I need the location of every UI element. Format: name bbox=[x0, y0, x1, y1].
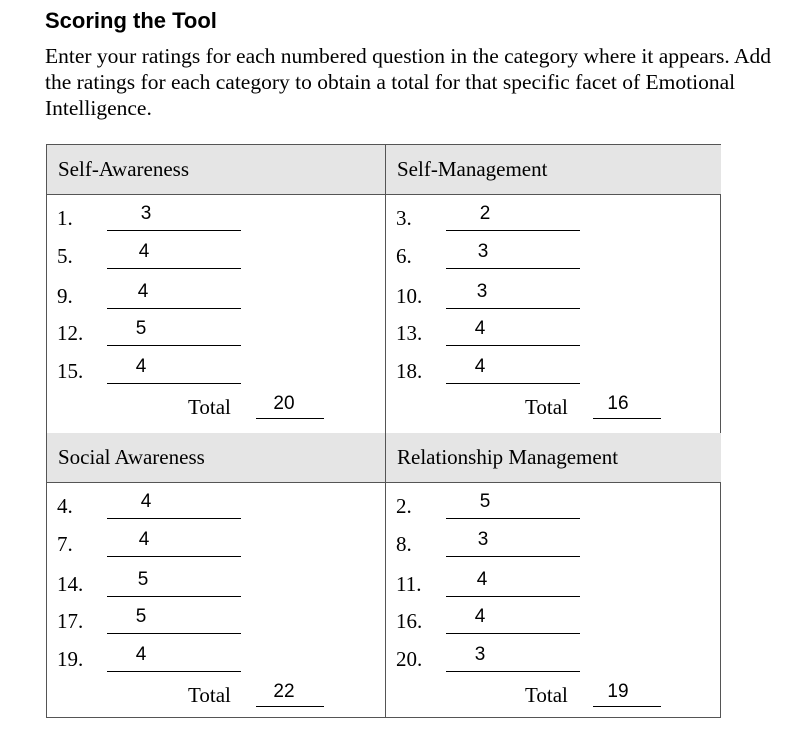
rating-blank[interactable] bbox=[107, 345, 241, 346]
rating-blank[interactable] bbox=[446, 633, 580, 634]
rating-blank[interactable] bbox=[446, 345, 580, 346]
category-panel-social-awareness: Social Awareness 4. 4 7. 4 14. 5 17. 5 19. 4 Total 2… bbox=[47, 433, 385, 721]
total-label: Total bbox=[188, 395, 231, 419]
total-blank[interactable] bbox=[593, 418, 661, 419]
page-heading: Scoring the Tool bbox=[45, 8, 217, 33]
rating-value: 4 bbox=[135, 356, 147, 377]
rating-value: 3 bbox=[140, 203, 152, 224]
total-blank[interactable] bbox=[256, 706, 324, 707]
category-panel-self-management: Self-Management 3. 2 6. 3 10. 3 13. 4 18. 4 Total 16 bbox=[386, 145, 721, 433]
category-header: Social Awareness bbox=[47, 433, 385, 482]
rating-blank[interactable] bbox=[446, 268, 580, 269]
question-number: 9. bbox=[57, 284, 73, 308]
rating-blank[interactable] bbox=[107, 633, 241, 634]
rating-value: 4 bbox=[138, 529, 150, 550]
question-number: 11. bbox=[396, 572, 422, 596]
total-value: 20 bbox=[273, 393, 295, 414]
rating-value: 4 bbox=[140, 491, 152, 512]
scoring-grid: Self-Awareness 1. 3 5. 4 9. 4 12. 5 15. 4 Total 20 Se… bbox=[46, 144, 721, 718]
question-number: 16. bbox=[396, 609, 423, 633]
rating-value: 3 bbox=[476, 281, 488, 302]
column-divider bbox=[385, 145, 386, 717]
question-number: 3. bbox=[396, 206, 412, 230]
rating-value: 4 bbox=[476, 569, 488, 590]
question-number: 10. bbox=[396, 284, 423, 308]
rating-value: 3 bbox=[474, 644, 486, 665]
question-number: 1. bbox=[57, 206, 73, 230]
question-number: 12. bbox=[57, 321, 84, 345]
question-number: 4. bbox=[57, 494, 73, 518]
question-number: 6. bbox=[396, 244, 412, 268]
total-blank[interactable] bbox=[593, 706, 661, 707]
rating-value: 4 bbox=[135, 644, 147, 665]
rating-value: 4 bbox=[137, 281, 149, 302]
category-panel-relationship-management: Relationship Management 2. 5 8. 3 11. 4 16. 4 20.… bbox=[386, 433, 721, 721]
rating-value: 3 bbox=[477, 529, 489, 550]
rating-value: 4 bbox=[474, 356, 486, 377]
category-panel-self-awareness: Self-Awareness 1. 3 5. 4 9. 4 12. 5 15. 4 Total 20 bbox=[47, 145, 385, 433]
rating-blank[interactable] bbox=[107, 308, 241, 309]
rating-value: 5 bbox=[479, 491, 491, 512]
total-label: Total bbox=[525, 395, 568, 419]
question-number: 8. bbox=[396, 532, 412, 556]
rating-value: 4 bbox=[474, 318, 486, 339]
category-header: Self-Awareness bbox=[47, 145, 385, 194]
rating-value: 5 bbox=[135, 318, 147, 339]
question-number: 5. bbox=[57, 244, 73, 268]
rating-value: 4 bbox=[474, 606, 486, 627]
question-number: 13. bbox=[396, 321, 423, 345]
question-number: 7. bbox=[57, 532, 73, 556]
rating-blank[interactable] bbox=[446, 671, 580, 672]
total-value: 16 bbox=[607, 393, 629, 414]
rating-value: 5 bbox=[137, 569, 149, 590]
rating-blank[interactable] bbox=[107, 383, 241, 384]
rating-blank[interactable] bbox=[446, 230, 580, 231]
question-number: 20. bbox=[396, 647, 423, 671]
rating-blank[interactable] bbox=[446, 596, 580, 597]
rating-blank[interactable] bbox=[107, 518, 241, 519]
rating-value: 3 bbox=[477, 241, 489, 262]
rating-blank[interactable] bbox=[446, 383, 580, 384]
question-number: 15. bbox=[57, 359, 84, 383]
instructions-text: Enter your ratings for each numbered que… bbox=[45, 44, 771, 120]
total-value: 22 bbox=[273, 681, 295, 702]
rating-blank[interactable] bbox=[446, 308, 580, 309]
question-number: 14. bbox=[57, 572, 84, 596]
row-divider bbox=[47, 482, 720, 483]
total-label: Total bbox=[188, 683, 231, 707]
row-divider bbox=[47, 194, 720, 195]
total-blank[interactable] bbox=[256, 418, 324, 419]
rating-blank[interactable] bbox=[107, 556, 241, 557]
rating-blank[interactable] bbox=[446, 556, 580, 557]
rating-blank[interactable] bbox=[107, 671, 241, 672]
rating-blank[interactable] bbox=[107, 268, 241, 269]
total-label: Total bbox=[525, 683, 568, 707]
rating-value: 5 bbox=[135, 606, 147, 627]
rating-blank[interactable] bbox=[107, 230, 241, 231]
category-header: Self-Management bbox=[386, 145, 721, 194]
question-number: 17. bbox=[57, 609, 84, 633]
rating-value: 2 bbox=[479, 203, 491, 224]
rating-value: 4 bbox=[138, 241, 150, 262]
total-value: 19 bbox=[607, 681, 629, 702]
rating-blank[interactable] bbox=[446, 518, 580, 519]
question-number: 2. bbox=[396, 494, 412, 518]
category-header: Relationship Management bbox=[386, 433, 721, 482]
question-number: 18. bbox=[396, 359, 423, 383]
rating-blank[interactable] bbox=[107, 596, 241, 597]
question-number: 19. bbox=[57, 647, 84, 671]
